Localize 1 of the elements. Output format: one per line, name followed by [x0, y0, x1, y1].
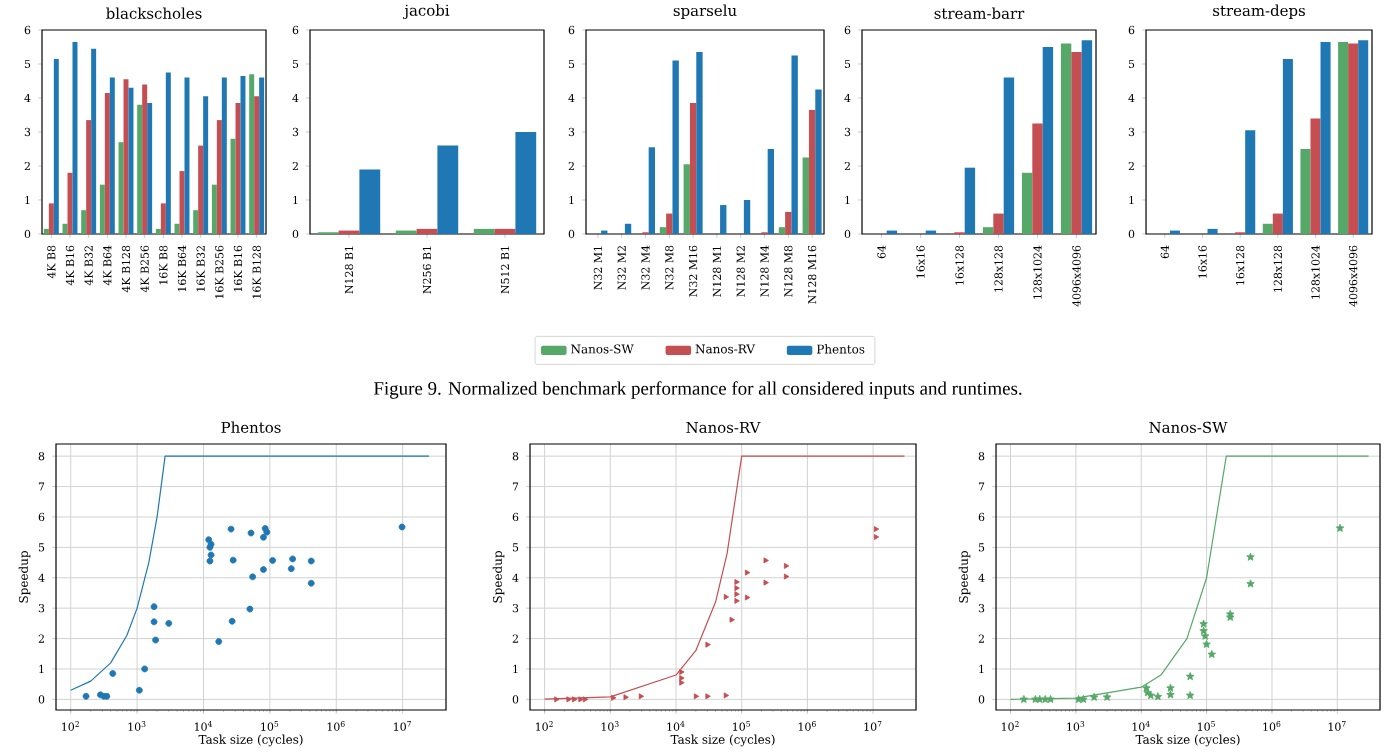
caption: Figure 9. Normalized benchmark performance for all considered inputs and runtimes. — [373, 381, 1022, 399]
